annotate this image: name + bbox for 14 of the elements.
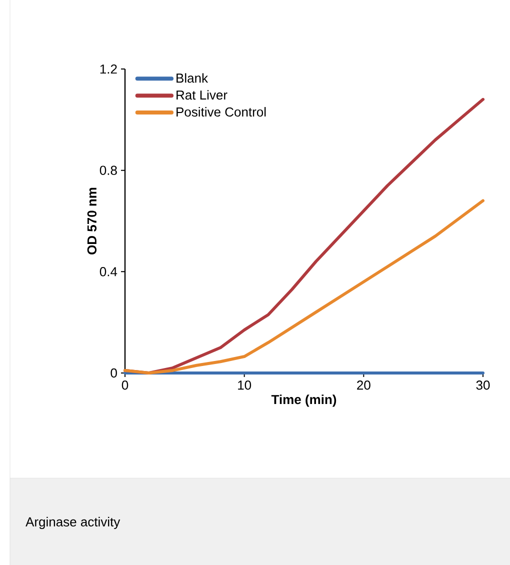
text: Arginase activity bbox=[26, 516, 120, 530]
legend-label: Positive Control bbox=[176, 107, 266, 117]
y-tick-label: 1.2 bbox=[100, 64, 117, 74]
y-tick-label: 0.8 bbox=[100, 166, 117, 175]
x-tick-label: 0 bbox=[122, 380, 128, 390]
legend-label: Rat Liver bbox=[176, 90, 228, 100]
x-tick-label: 30 bbox=[476, 380, 490, 390]
y-tick-label: 0.4 bbox=[100, 267, 118, 276]
y-axis-title: OD 570 nm bbox=[87, 188, 97, 254]
legend-label: Blank bbox=[176, 73, 208, 83]
y-tick-label: 0 bbox=[110, 368, 117, 378]
x-axis-title: Time (min) bbox=[271, 394, 336, 407]
x-tick-label: 20 bbox=[357, 380, 370, 390]
x-tick-label: 10 bbox=[238, 380, 252, 390]
